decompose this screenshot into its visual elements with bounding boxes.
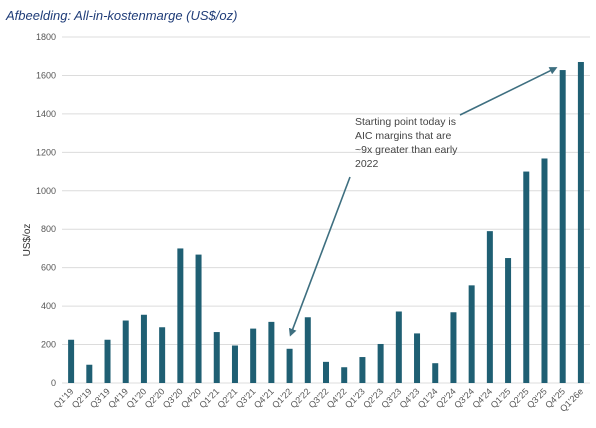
x-tick-label: Q1'25 bbox=[489, 386, 513, 410]
bar bbox=[414, 333, 421, 383]
x-tick-label: Q1'23 bbox=[343, 386, 367, 410]
y-tick-label: 0 bbox=[51, 378, 56, 388]
annotation-arrow bbox=[459, 67, 558, 116]
bar bbox=[250, 328, 257, 383]
y-tick-label: 600 bbox=[41, 263, 56, 273]
annotation: Starting point today is AIC margins that … bbox=[288, 67, 558, 337]
bar bbox=[486, 231, 493, 383]
bar bbox=[505, 258, 512, 383]
x-tick-labels: Q1'19Q2'19Q3'19Q4'19Q1'20Q2'20Q3'20Q4'20… bbox=[52, 386, 586, 413]
annotation-line: 2022 bbox=[355, 158, 379, 170]
x-tick-label: Q2'22 bbox=[288, 386, 312, 410]
bar bbox=[377, 343, 384, 383]
x-tick-label: Q4'20 bbox=[179, 386, 203, 410]
x-tick-label: Q2'20 bbox=[143, 386, 167, 410]
bar bbox=[195, 254, 202, 383]
y-tick-label: 1800 bbox=[36, 32, 56, 42]
x-tick-label: Q3'22 bbox=[307, 386, 331, 410]
bar bbox=[323, 361, 329, 383]
bar bbox=[68, 339, 75, 383]
bar bbox=[140, 314, 147, 383]
x-tick-label: Q4'24 bbox=[470, 386, 494, 410]
x-tick-label: Q3'20 bbox=[161, 386, 185, 410]
x-tick-label: Q3'19 bbox=[88, 386, 112, 410]
x-tick-label: Q4'22 bbox=[325, 386, 349, 410]
annotation-arrow bbox=[288, 176, 351, 337]
x-tick-label: Q4'21 bbox=[252, 386, 276, 410]
y-tick-label: 1600 bbox=[36, 70, 56, 80]
x-tick-label: Q4'19 bbox=[106, 386, 130, 410]
bar bbox=[159, 327, 166, 383]
x-tick-label: Q1'24 bbox=[416, 386, 440, 410]
x-tick-label: Q2'24 bbox=[434, 386, 458, 410]
bar bbox=[450, 312, 457, 383]
y-tick-label: 1200 bbox=[36, 147, 56, 157]
annotation-line: Starting point today is bbox=[355, 116, 456, 128]
x-tick-label: Q2'25 bbox=[507, 386, 531, 410]
y-tick-label: 800 bbox=[41, 224, 56, 234]
bar bbox=[432, 363, 439, 383]
bar bbox=[104, 339, 111, 383]
annotation-line: ~9x greater than early bbox=[355, 144, 458, 156]
bar bbox=[523, 171, 530, 383]
bar bbox=[559, 70, 566, 383]
x-tick-label: Q3'23 bbox=[379, 386, 403, 410]
bar bbox=[359, 357, 366, 383]
bar bbox=[541, 158, 548, 383]
x-tick-label: Q3'24 bbox=[452, 386, 476, 410]
bar bbox=[122, 320, 129, 383]
bar bbox=[177, 248, 184, 383]
x-tick-label: Q3'25 bbox=[525, 386, 549, 410]
annotation-line: AIC margins that are bbox=[355, 130, 451, 142]
bars bbox=[68, 61, 584, 383]
bar bbox=[304, 317, 311, 383]
x-tick-label: Q3'21 bbox=[234, 386, 258, 410]
bar bbox=[213, 332, 220, 383]
y-tick-labels: 0 200 400 600 800 1000 1200 1400 1600 1800 bbox=[36, 32, 56, 388]
y-tick-label: 1400 bbox=[36, 109, 56, 119]
x-tick-label: Q1'19 bbox=[52, 386, 76, 410]
bar bbox=[286, 348, 293, 383]
y-axis-label: US$/oz bbox=[22, 224, 33, 257]
bar bbox=[395, 311, 402, 383]
bar bbox=[341, 367, 348, 383]
bar bbox=[231, 345, 238, 383]
bar bbox=[268, 321, 275, 383]
x-tick-label: Q1'20 bbox=[124, 386, 148, 410]
x-tick-label: Q4'23 bbox=[398, 386, 422, 410]
bar bbox=[468, 285, 475, 383]
y-tick-label: 1000 bbox=[36, 186, 56, 196]
bar bbox=[577, 61, 584, 383]
x-tick-label: Q2'19 bbox=[70, 386, 94, 410]
chart-title: Afbeelding: All-in-kostenmarge (US$/oz) bbox=[6, 8, 238, 23]
x-tick-label: Q1'21 bbox=[197, 386, 221, 410]
x-tick-label: Q2'21 bbox=[216, 386, 240, 410]
bar bbox=[86, 364, 93, 383]
y-tick-label: 200 bbox=[41, 340, 56, 350]
y-tick-label: 400 bbox=[41, 301, 56, 311]
x-tick-label: Q1'22 bbox=[270, 386, 294, 410]
